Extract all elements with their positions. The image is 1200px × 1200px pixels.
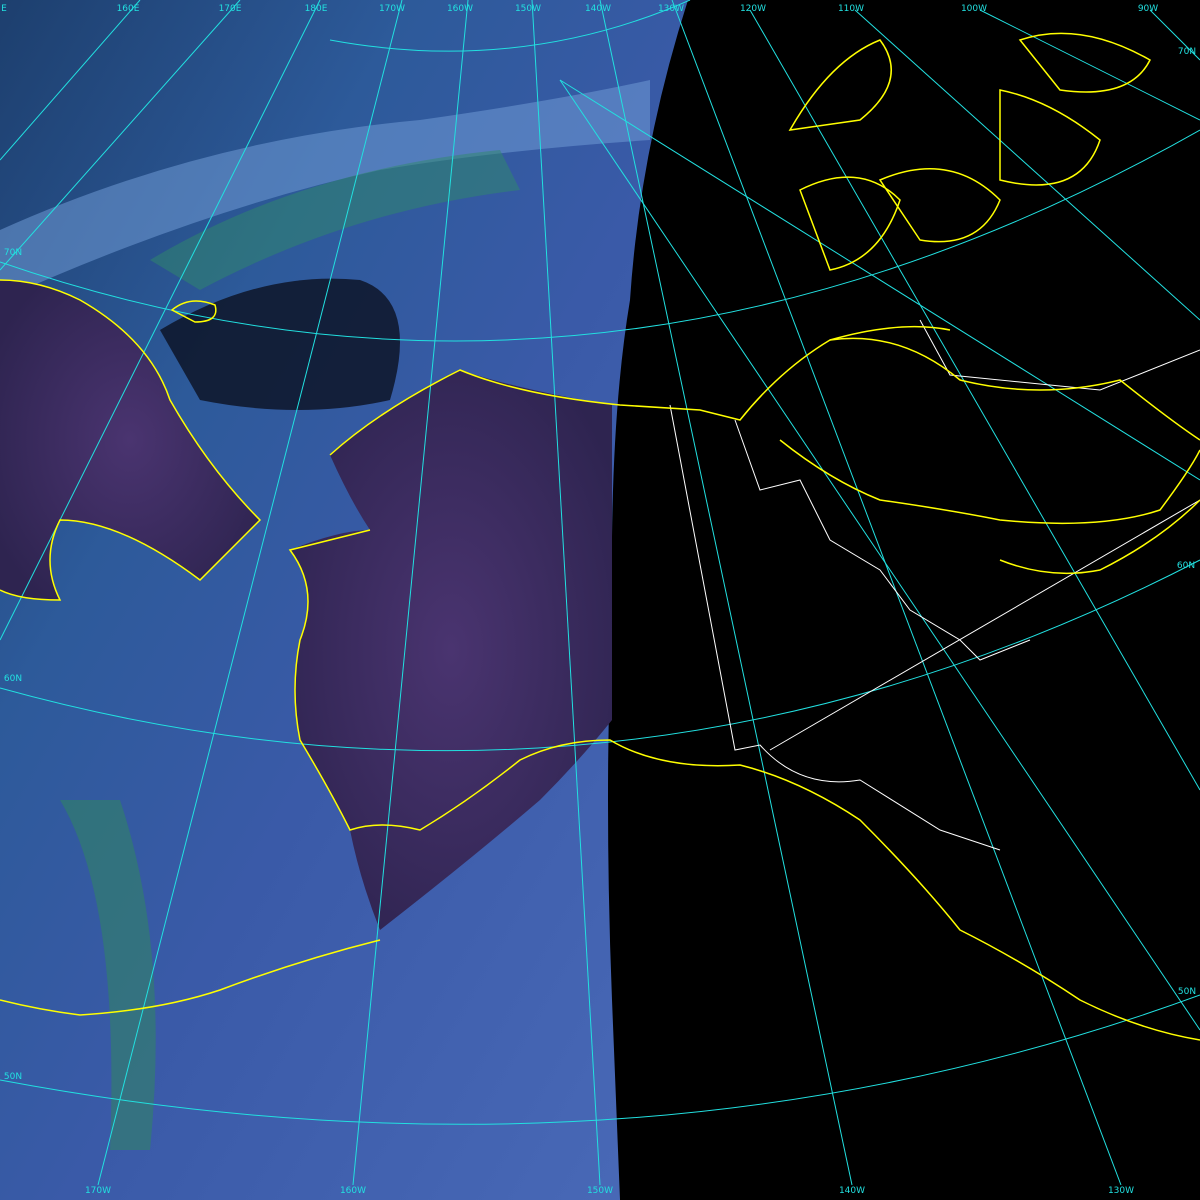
yukon-nwt-border bbox=[734, 419, 1031, 661]
nunavut-border bbox=[919, 319, 1200, 391]
longitude-label: 130W bbox=[1107, 1186, 1135, 1196]
longitude-label: 150W bbox=[586, 1186, 614, 1196]
alaska-canada-border bbox=[669, 404, 1001, 851]
cloud-band bbox=[0, 80, 650, 300]
longitude-label: 130W bbox=[657, 4, 685, 14]
chukotka-coast bbox=[0, 279, 262, 601]
longitude-label: 90W bbox=[1137, 4, 1159, 14]
latitude-label: 70N bbox=[1177, 47, 1197, 57]
latitude-80n bbox=[329, 0, 691, 52]
longitude-label: 140W bbox=[584, 4, 612, 14]
latitude-50n bbox=[0, 994, 1200, 1125]
longitude-label: 160W bbox=[446, 4, 474, 14]
alaska-land bbox=[290, 370, 612, 930]
latitude-label: 60N bbox=[1176, 561, 1196, 571]
hudson-coast bbox=[999, 499, 1200, 575]
bc-border bbox=[769, 499, 1200, 751]
arctic-islands bbox=[788, 32, 1151, 271]
latitude-label: 70N bbox=[3, 248, 23, 258]
cloud-dark bbox=[160, 278, 400, 410]
green-haze bbox=[150, 150, 520, 290]
green-haze-south bbox=[60, 800, 156, 1150]
wrangel-island bbox=[170, 300, 217, 323]
latitude-label: 50N bbox=[1177, 987, 1197, 997]
longitude-label: E bbox=[1, 4, 7, 14]
latitude-60n bbox=[0, 559, 1200, 752]
latitude-label: 60N bbox=[3, 674, 23, 684]
alaska-coast bbox=[288, 325, 1200, 1041]
latitude-label: 50N bbox=[3, 1072, 23, 1082]
longitude-label: 180E bbox=[304, 4, 328, 14]
longitude-label: 170W bbox=[378, 4, 406, 14]
arctic-mainland-coast bbox=[779, 337, 1200, 525]
longitude-label: 120W bbox=[739, 4, 767, 14]
longitude-label: 160W bbox=[339, 1186, 367, 1196]
longitude-label: 150W bbox=[514, 4, 542, 14]
longitude-label: 170W bbox=[84, 1186, 112, 1196]
borders bbox=[669, 319, 1200, 851]
aleutian-chain bbox=[0, 939, 381, 1016]
longitude-label: 100W bbox=[960, 4, 988, 14]
longitude-label: 160E bbox=[116, 4, 140, 14]
longitude-label: 170E bbox=[218, 4, 242, 14]
latitude-70n bbox=[0, 129, 1200, 342]
coastlines bbox=[0, 32, 1200, 1041]
longitude-label: 110W bbox=[837, 4, 865, 14]
longitude-label: 140W bbox=[838, 1186, 866, 1196]
